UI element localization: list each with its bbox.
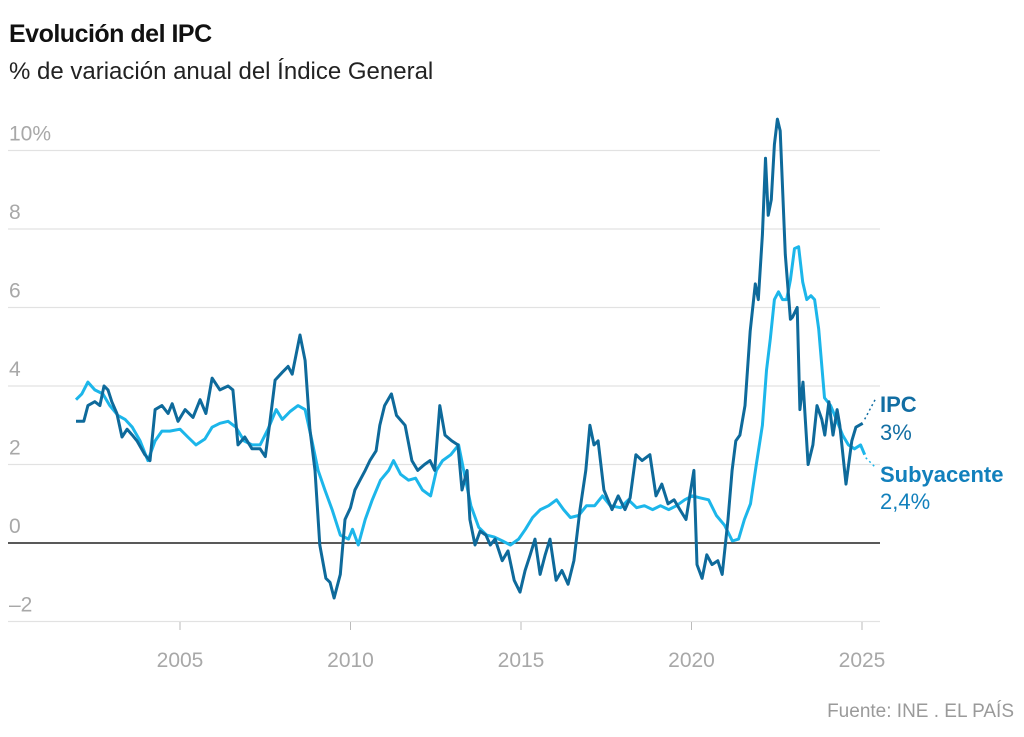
chart-subtitle: % de variación anual del Índice General (9, 58, 434, 85)
ipc-leader-line (864, 397, 877, 420)
y-tick-label: 6 (9, 280, 21, 303)
y-tick-label: 2 (9, 437, 21, 460)
x-tick-label: 2010 (327, 649, 374, 672)
series-line-ipc (76, 117, 864, 600)
subyacente-label: Subyacente (880, 462, 1004, 487)
y-tick-label: 4 (9, 358, 21, 381)
subyacente-leader-line (865, 457, 877, 469)
x-tick-label: 2005 (157, 649, 204, 672)
end-labels: IPC 3% Subyacente 2,4% (864, 392, 1004, 514)
y-tick-label: –2 (9, 594, 32, 617)
series-lines (74, 117, 867, 600)
ipc-label: IPC (880, 392, 917, 417)
x-tick-label: 2015 (498, 649, 545, 672)
y-tick-label: 0 (9, 515, 21, 538)
grid: –2 0 2 4 6 8 10% 2005 2010 2015 2020 2025 (8, 123, 886, 672)
y-tick-label: 10% (9, 123, 51, 146)
source-note: Fuente: INE . EL PAÍS (827, 701, 1014, 722)
x-tick-label: 2025 (839, 649, 886, 672)
x-tick-label: 2020 (668, 649, 715, 672)
series-line-subyacente (74, 245, 867, 547)
chart-title: Evolución del IPC (9, 20, 212, 48)
y-tick-label: 8 (9, 201, 21, 224)
ipc-value: 3% (880, 420, 912, 445)
subyacente-value: 2,4% (880, 489, 930, 514)
